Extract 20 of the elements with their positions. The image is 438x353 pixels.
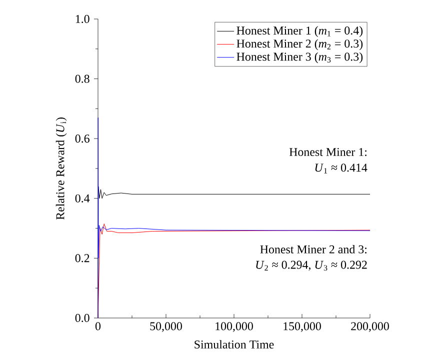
x-tick-label: 50,000 — [150, 322, 182, 332]
annotation: Honest Miner 1: — [289, 148, 366, 156]
x-tick-label: 200,000 — [351, 322, 389, 332]
y-tick-label: 1.0 — [76, 15, 90, 24]
legend-label: Honest Miner 2 (m$_{2}$ = 0.3) — [236, 39, 363, 50]
y-axis-title: Relative Reward (U$_{i}$) — [56, 118, 67, 220]
legend-label: Honest Miner 3 (m$_{3}$ = 0.3) — [236, 52, 363, 64]
y-tick-label: 0.6 — [75, 134, 90, 143]
annotation: Honest Miner 2 and 3: — [260, 245, 366, 254]
annotation: U$_{2}$ ≈ 0.294, U$_{3}$ ≈ 0.292 — [256, 260, 367, 271]
y-tick-label: 0.8 — [75, 74, 90, 84]
y-tick-label: 0.2 — [75, 254, 90, 262]
x-tick-label: 0 — [95, 322, 101, 330]
annotation: U$_{1}$ ≈ 0.414 — [315, 164, 368, 174]
legend-label: Honest Miner 1 (m$_{1}$ = 0.4) — [236, 26, 363, 38]
y-tick-label: 0.4 — [75, 194, 90, 203]
x-tick-label: 100,000 — [216, 322, 253, 332]
y-tick-label: 0.0 — [75, 314, 90, 322]
x-axis-title: Simulation Time — [194, 340, 274, 349]
x-tick-label: 150,000 — [284, 322, 321, 332]
